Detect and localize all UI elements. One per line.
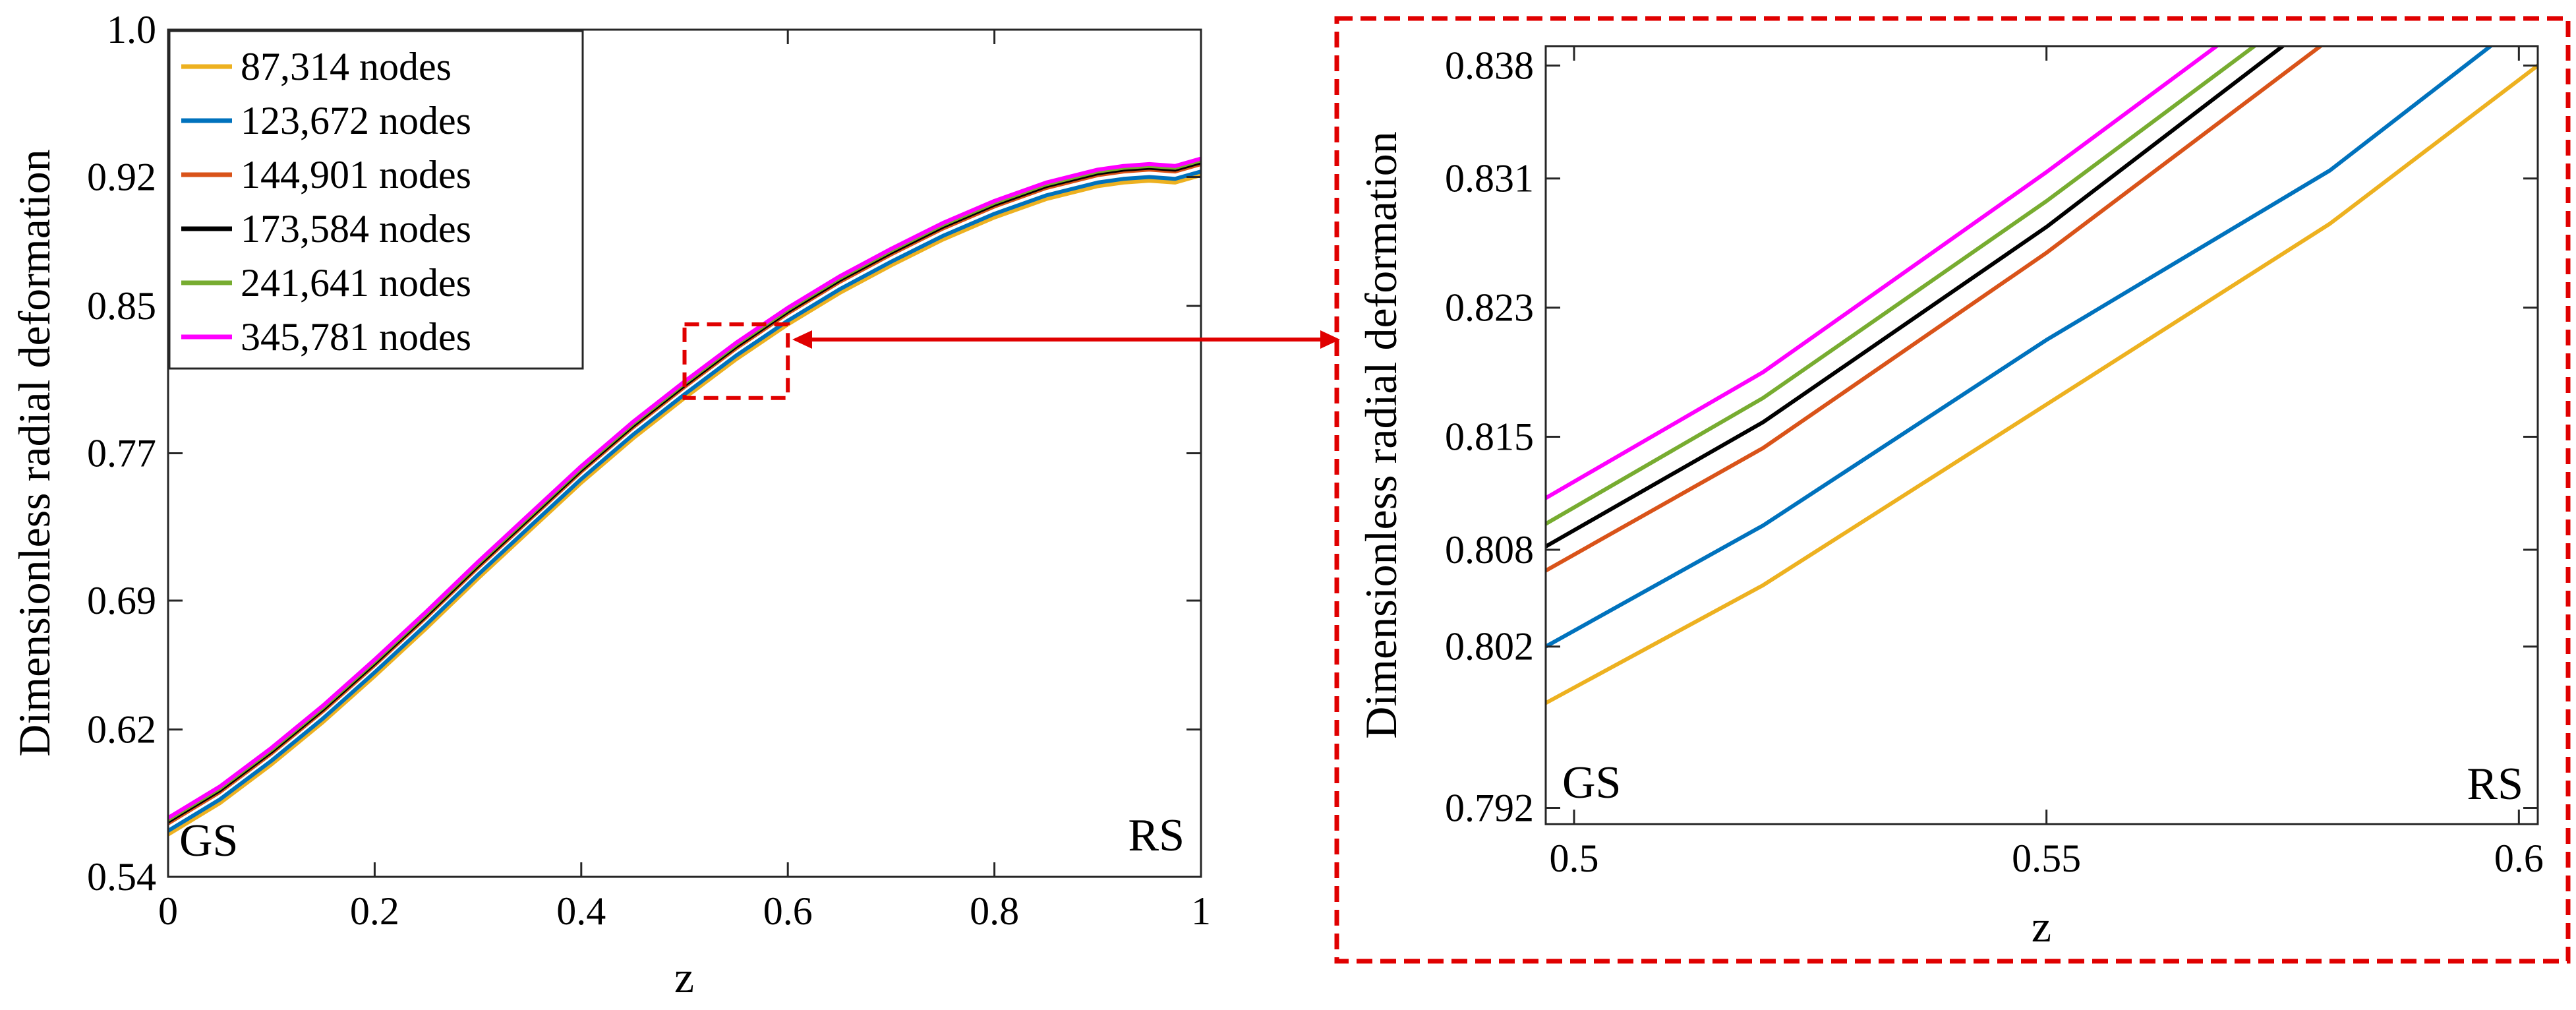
zoom-series-line-4	[1546, 46, 2256, 526]
zoom-series-line-5	[1546, 46, 2219, 500]
legend-label-5: 345,781 nodes	[241, 315, 471, 359]
legend-label-4: 241,641 nodes	[241, 261, 471, 305]
zoom-plot-frame	[1544, 45, 2539, 825]
zoom-dashed-frame	[1334, 16, 2571, 964]
main-x-axis-label: z	[674, 952, 694, 1002]
zoom-y-tick-label: 0.815	[1445, 415, 1534, 458]
legend-box	[168, 30, 584, 370]
zoom-series-line-3	[1546, 46, 2285, 549]
zoom-y-tick-label: 0.823	[1445, 286, 1534, 330]
main-x-tick-label: 0.6	[763, 889, 813, 933]
main-x-tick-label: 0	[158, 889, 178, 933]
zoom-annotation-rs: RS	[2467, 759, 2523, 810]
main-annotation-gs: GS	[179, 816, 238, 866]
main-series-line-1	[168, 169, 1201, 833]
zoom-x-tick-label: 0.5	[1550, 837, 1599, 880]
zoom-series-line-0	[1546, 63, 2538, 705]
legend: 87,314 nodes 123,672 nodes 144,901 nodes 17…	[168, 30, 584, 370]
main-y-tick-label: 0.92	[87, 155, 156, 198]
main-x-tick-label: 0.4	[556, 889, 606, 933]
arrowhead-right	[1320, 330, 1340, 349]
zoom-chart: 0.5 0.55 0.6 0.792 0.802 0.808 0.815 0.823 0.831…	[1334, 16, 2571, 964]
zoom-x-tick-label: 0.55	[2012, 837, 2081, 880]
legend-label-0: 87,314 nodes	[241, 45, 452, 88]
zoom-x-axis-label: z	[2032, 901, 2051, 951]
zoom-y-axis-label: Dimensionless radial deformation	[1356, 131, 1406, 739]
main-y-tick-label: 0.85	[87, 284, 156, 328]
zoom-ticks: 0.5 0.55 0.6 0.792 0.802 0.808 0.815 0.823 0.831…	[1445, 44, 2544, 880]
zoom-x-tick-label: 0.6	[2494, 837, 2544, 880]
zoom-series-lines	[1546, 46, 2538, 705]
legend-items: 87,314 nodes 123,672 nodes 144,901 nodes 17…	[181, 45, 471, 359]
zoom-y-tick-label: 0.802	[1445, 625, 1534, 668]
main-chart: 0 0.2 0.4 0.6 0.8 1 0.54 0.62 0.69 0.77 0.85 0.92 1.…	[9, 8, 1211, 1002]
main-y-tick-label: 1.0	[107, 8, 156, 51]
arrowhead-left	[792, 330, 812, 349]
main-series-lines	[168, 156, 1201, 837]
zoom-series-line-2	[1546, 46, 2323, 573]
main-x-tick-label: 0.8	[970, 889, 1019, 933]
zoom-annotation-gs: GS	[1562, 758, 1621, 808]
legend-label-2: 144,901 nodes	[241, 153, 471, 196]
main-y-tick-label: 0.69	[87, 579, 156, 622]
main-annotation-rs: RS	[1128, 810, 1185, 861]
zoom-y-tick-label: 0.792	[1445, 787, 1534, 830]
zoom-y-tick-label: 0.808	[1445, 528, 1534, 572]
main-ticks: 0 0.2 0.4 0.6 0.8 1 0.54 0.62 0.69 0.77 0.85 0.92 1.…	[87, 8, 1211, 933]
main-y-tick-label: 0.62	[87, 708, 156, 752]
zoom-y-tick-label: 0.838	[1445, 44, 1534, 87]
main-x-tick-label: 1	[1191, 889, 1211, 933]
main-y-axis-label: Dimensionless radial deformation	[9, 149, 59, 757]
main-y-tick-label: 0.77	[87, 432, 156, 475]
legend-label-3: 173,584 nodes	[241, 207, 471, 251]
main-series-line-5	[168, 156, 1201, 820]
main-x-tick-label: 0.2	[350, 889, 399, 933]
main-y-tick-label: 0.54	[87, 855, 156, 899]
main-series-line-0	[168, 173, 1201, 837]
zoom-highlight-box	[682, 322, 790, 400]
legend-label-1: 123,672 nodes	[241, 99, 471, 142]
zoom-series-line-1	[1546, 46, 2493, 649]
zoom-connector-arrow	[792, 330, 1340, 349]
zoom-y-tick-label: 0.831	[1445, 157, 1534, 200]
